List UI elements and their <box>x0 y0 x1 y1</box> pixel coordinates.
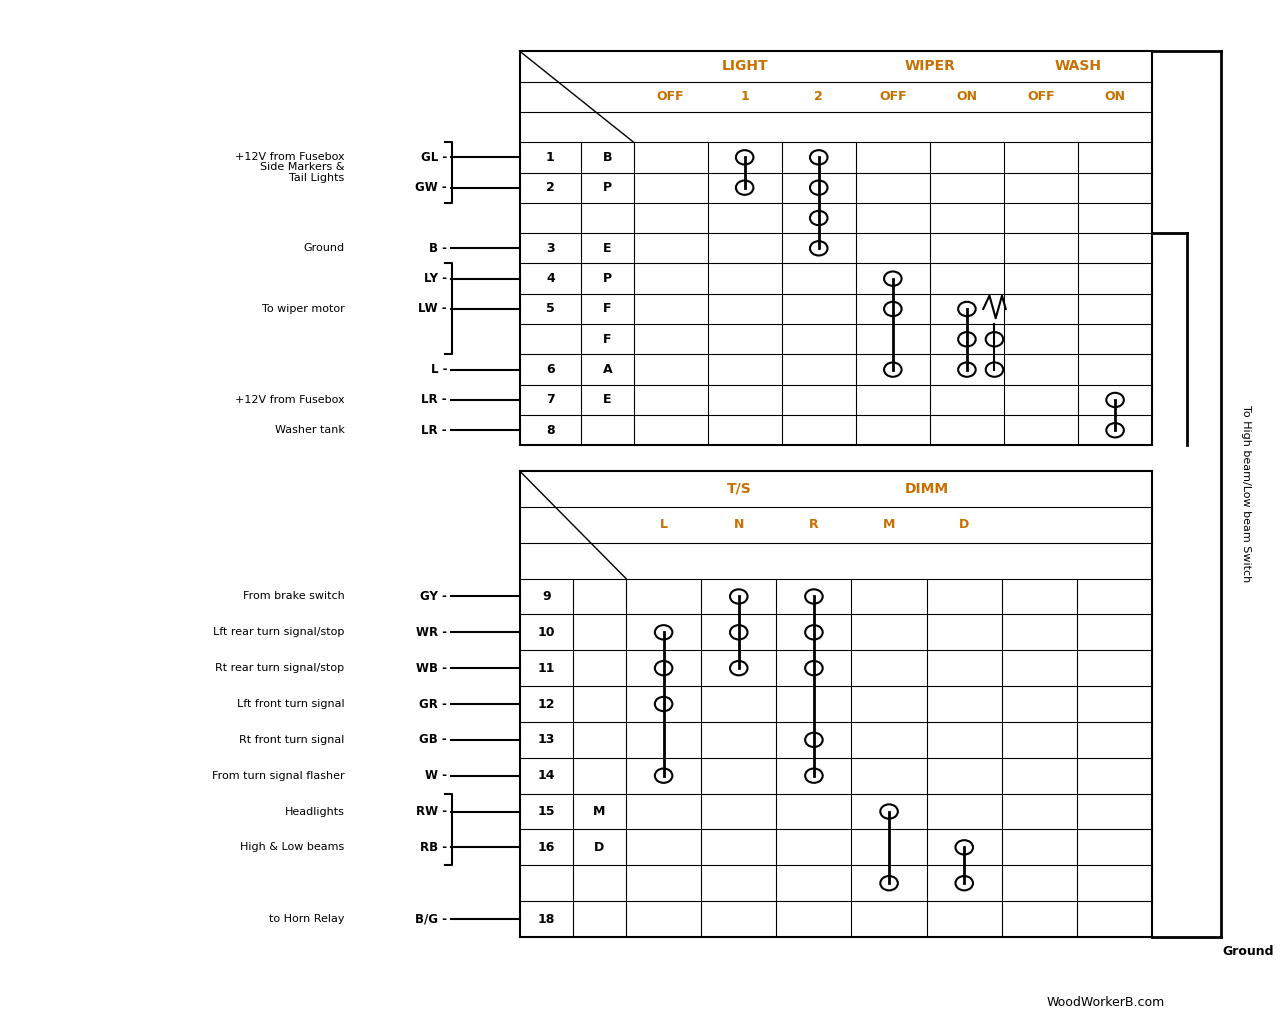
Text: GW -: GW - <box>415 181 447 195</box>
Text: 4: 4 <box>547 272 554 285</box>
Text: ON: ON <box>956 90 978 103</box>
Text: F: F <box>603 333 612 346</box>
Text: 8: 8 <box>547 424 554 437</box>
Text: Rt front turn signal: Rt front turn signal <box>239 735 344 744</box>
Text: D: D <box>959 518 969 531</box>
Text: L: L <box>659 518 668 531</box>
Text: WoodWorkerB.com: WoodWorkerB.com <box>1046 995 1165 1009</box>
Text: Headlights: Headlights <box>284 807 344 816</box>
Text: OFF: OFF <box>1027 90 1055 103</box>
Text: 16: 16 <box>538 841 556 854</box>
Text: T/S: T/S <box>726 482 751 496</box>
Text: M: M <box>593 805 605 818</box>
Text: LY -: LY - <box>424 272 447 285</box>
Text: To High beam/Low beam Switch: To High beam/Low beam Switch <box>1242 406 1251 583</box>
Text: RB -: RB - <box>420 841 447 854</box>
Text: LR -: LR - <box>421 393 447 407</box>
Text: WB -: WB - <box>416 662 447 675</box>
Text: E: E <box>603 242 612 255</box>
Text: WIPER: WIPER <box>905 59 955 74</box>
Text: P: P <box>603 272 612 285</box>
Text: GY -: GY - <box>420 590 447 603</box>
Text: High & Low beams: High & Low beams <box>241 843 344 852</box>
Text: Lft rear turn signal/stop: Lft rear turn signal/stop <box>212 628 344 637</box>
Text: to Horn Relay: to Horn Relay <box>269 914 344 924</box>
Text: N: N <box>733 518 744 531</box>
Text: Rt rear turn signal/stop: Rt rear turn signal/stop <box>215 664 344 673</box>
Text: WASH: WASH <box>1055 59 1102 74</box>
Text: 18: 18 <box>538 912 556 926</box>
Text: WR -: WR - <box>416 626 447 639</box>
Text: B: B <box>603 151 612 164</box>
Text: GL -: GL - <box>421 151 447 164</box>
Text: 11: 11 <box>538 662 556 675</box>
Text: P: P <box>603 181 612 195</box>
Text: 6: 6 <box>547 364 554 376</box>
Bar <box>520 471 1152 937</box>
Text: M: M <box>883 518 895 531</box>
Text: 5: 5 <box>547 302 554 315</box>
Text: Lft front turn signal: Lft front turn signal <box>237 699 344 709</box>
Text: +12V from Fusebox: +12V from Fusebox <box>234 395 344 404</box>
Text: 2: 2 <box>814 90 823 103</box>
Text: RW -: RW - <box>416 805 447 818</box>
Text: LIGHT: LIGHT <box>722 59 768 74</box>
Text: B/G -: B/G - <box>415 912 447 926</box>
Text: 1: 1 <box>740 90 749 103</box>
Text: From turn signal flasher: From turn signal flasher <box>211 771 344 780</box>
Text: 13: 13 <box>538 733 556 746</box>
Text: 10: 10 <box>538 626 556 639</box>
Text: Washer tank: Washer tank <box>274 425 344 435</box>
Text: DIMM: DIMM <box>905 482 948 496</box>
Text: ON: ON <box>1105 90 1125 103</box>
Text: 15: 15 <box>538 805 556 818</box>
Text: +12V from Fusebox: +12V from Fusebox <box>234 153 344 163</box>
Text: OFF: OFF <box>879 90 906 103</box>
Text: Tail Lights: Tail Lights <box>289 173 344 183</box>
Text: 14: 14 <box>538 769 556 782</box>
Text: A: A <box>603 364 612 376</box>
Text: Side Markers &: Side Markers & <box>260 162 344 172</box>
Text: 7: 7 <box>547 393 554 407</box>
Text: E: E <box>603 393 612 407</box>
Text: From brake switch: From brake switch <box>243 592 344 601</box>
Text: B -: B - <box>429 242 447 255</box>
Text: OFF: OFF <box>657 90 685 103</box>
Text: GR -: GR - <box>419 697 447 711</box>
Text: Ground: Ground <box>1222 945 1274 958</box>
Text: Ground: Ground <box>303 244 344 253</box>
Text: 9: 9 <box>541 590 550 603</box>
Text: GB -: GB - <box>420 733 447 746</box>
Text: 3: 3 <box>547 242 554 255</box>
Text: LW -: LW - <box>419 302 447 315</box>
Bar <box>520 51 1152 445</box>
Text: To wiper motor: To wiper motor <box>261 304 344 314</box>
Text: F: F <box>603 302 612 315</box>
Text: R: R <box>809 518 819 531</box>
Text: 12: 12 <box>538 697 556 711</box>
Text: D: D <box>594 841 604 854</box>
Text: L -: L - <box>430 364 447 376</box>
Text: LR -: LR - <box>421 424 447 437</box>
Text: 1: 1 <box>547 151 554 164</box>
Text: 2: 2 <box>547 181 554 195</box>
Text: W -: W - <box>425 769 447 782</box>
